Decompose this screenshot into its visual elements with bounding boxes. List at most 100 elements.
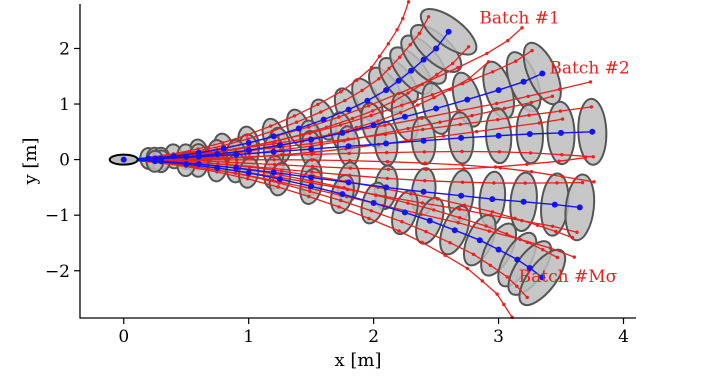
sample-point <box>525 240 530 245</box>
mean-point <box>308 174 315 181</box>
sample-point <box>525 162 529 166</box>
sample-point <box>369 113 373 118</box>
sample-point <box>417 31 422 36</box>
sample-point <box>348 158 352 163</box>
sample-point <box>408 43 412 47</box>
sample-point <box>480 279 484 283</box>
sample-point <box>235 161 239 165</box>
y-tick-label: 2 <box>59 39 70 59</box>
x-tick-label: 3 <box>493 327 504 347</box>
mean-point <box>245 139 252 146</box>
sample-point <box>420 116 424 121</box>
mean-point <box>458 134 465 141</box>
sample-point <box>489 213 493 217</box>
sample-point <box>343 98 347 103</box>
sample-point <box>443 253 447 257</box>
batch-label: Batch #1 <box>479 8 559 28</box>
sample-point <box>310 164 315 169</box>
sample-point <box>400 103 404 107</box>
sample-trajectory <box>123 81 591 161</box>
sample-point <box>424 167 428 172</box>
sample-point <box>385 150 389 155</box>
sample-point <box>456 65 460 70</box>
sample-point <box>575 230 579 234</box>
sample-point <box>485 51 489 56</box>
sample-point <box>386 167 391 171</box>
sample-point <box>505 232 509 236</box>
sample-point <box>554 229 558 234</box>
sample-point <box>272 158 276 162</box>
mean-trajectory <box>123 131 593 161</box>
sample-point <box>426 15 431 19</box>
sample-point <box>279 173 283 177</box>
sample-point <box>515 284 519 288</box>
sample-point <box>220 141 225 145</box>
sample-point <box>457 109 461 113</box>
sample-point <box>529 100 534 105</box>
sample-point <box>316 102 320 107</box>
x-axis-label: x [m] <box>335 350 382 371</box>
sample-point <box>309 141 313 146</box>
sample-point <box>385 176 389 181</box>
sample-point <box>234 158 239 162</box>
sample-trajectory <box>123 157 586 171</box>
origin-marker <box>108 153 139 166</box>
sample-point <box>462 203 467 207</box>
sample-point <box>530 48 534 53</box>
mean-point <box>233 151 240 158</box>
sample-point <box>269 124 273 128</box>
sample-point <box>475 129 479 134</box>
sample-point <box>526 94 530 99</box>
sample-point <box>502 302 506 307</box>
sample-point <box>426 79 431 83</box>
mean-point <box>233 164 240 171</box>
sample-point <box>276 185 280 189</box>
sample-point <box>339 198 343 203</box>
sample-point <box>527 113 531 117</box>
mean-point <box>383 140 390 147</box>
sample-point <box>406 126 410 131</box>
mean-point <box>514 256 521 263</box>
sample-point <box>420 240 424 245</box>
sample-point <box>383 132 388 137</box>
sample-point <box>383 123 387 128</box>
sample-point <box>456 221 460 225</box>
mean-point <box>451 227 458 234</box>
mean-point <box>420 188 427 195</box>
mean-point <box>308 146 315 153</box>
y-tick-label: −1 <box>45 206 70 226</box>
sample-point <box>495 292 499 296</box>
mean-point <box>339 129 346 136</box>
mean-point <box>270 133 277 140</box>
sample-point <box>432 208 436 212</box>
sample-point <box>488 263 493 267</box>
sample-point <box>421 127 425 132</box>
sample-point <box>497 150 502 154</box>
sample-point <box>354 125 359 130</box>
sample-point <box>420 201 425 205</box>
sample-point <box>528 151 533 155</box>
sample-point <box>492 181 496 185</box>
sample-point <box>424 229 428 234</box>
sample-point <box>557 159 561 163</box>
sample-point <box>348 166 353 170</box>
sample-point <box>395 28 399 32</box>
mean-point <box>195 153 202 160</box>
sample-point <box>423 161 427 165</box>
sample-point <box>589 105 594 109</box>
mean-point <box>364 97 371 104</box>
sample-point <box>466 45 471 49</box>
sample-point <box>419 212 423 216</box>
sample-point <box>367 216 371 221</box>
sample-point <box>465 266 469 271</box>
sample-point <box>346 137 350 141</box>
mean-trajectory <box>123 158 580 209</box>
sample-point <box>366 104 371 108</box>
axes: 0 1 2 3 4 −2 −1 0 1 2 <box>45 4 636 347</box>
mean-point <box>495 87 502 94</box>
origin-point <box>120 156 127 163</box>
sample-point <box>350 116 355 121</box>
sample-point <box>355 78 359 83</box>
sample-point <box>277 138 281 142</box>
sample-point <box>234 147 238 151</box>
